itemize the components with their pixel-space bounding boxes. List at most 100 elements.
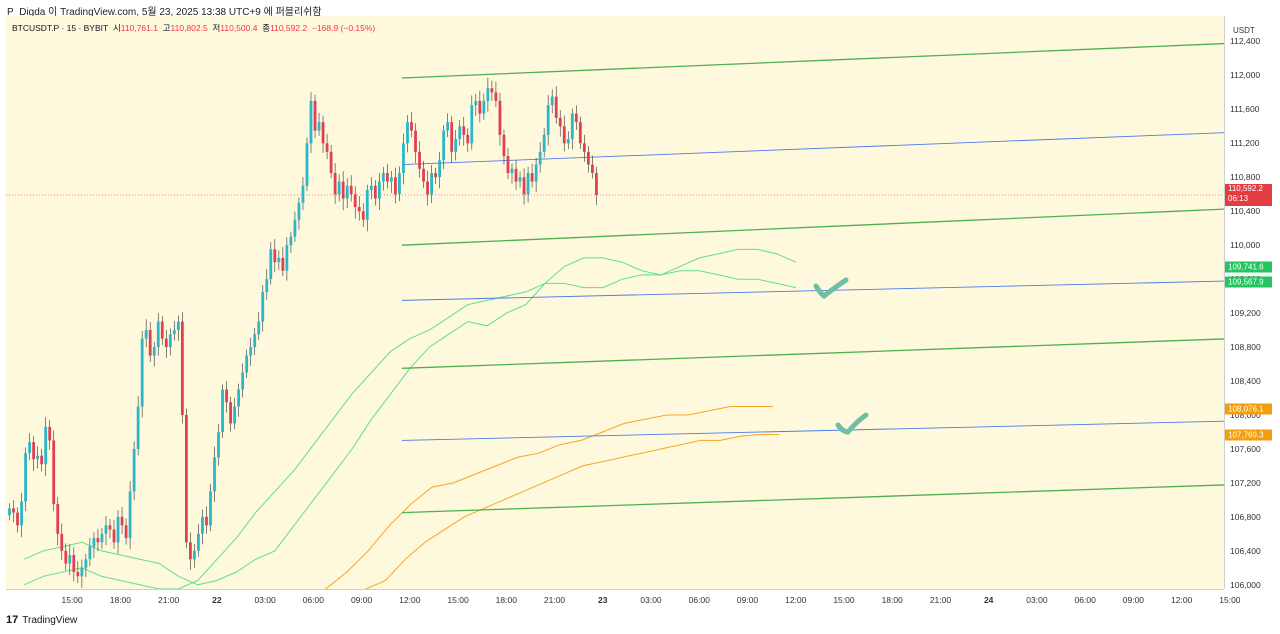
candle-down <box>48 426 52 441</box>
candle-up <box>28 442 31 454</box>
candle-down <box>52 440 56 505</box>
candle-up <box>136 406 140 449</box>
candle-up <box>546 105 550 135</box>
green-band-lower <box>23 270 797 589</box>
price-tick-label: 108,800 <box>1230 342 1261 353</box>
candle-up <box>369 185 373 191</box>
candle-up <box>116 516 120 543</box>
price-tick-label: 106,000 <box>1230 579 1261 590</box>
candle-down <box>422 168 425 182</box>
time-tick-label: 23 <box>598 595 608 605</box>
candle-up <box>176 321 180 331</box>
candle-up <box>237 389 241 407</box>
candle-down <box>450 122 454 152</box>
candle-down <box>530 173 534 182</box>
candle-up <box>257 321 261 335</box>
candle-up <box>317 122 321 131</box>
candle-up <box>217 431 220 458</box>
candle-up <box>534 164 538 182</box>
candle-up <box>309 100 313 144</box>
candle-down <box>160 321 164 339</box>
price-tick-label: 109,200 <box>1230 308 1261 319</box>
candle-down <box>205 516 208 526</box>
candle-down <box>394 177 397 195</box>
tradingview-logo-icon: 17 <box>6 614 19 626</box>
candle-up <box>446 122 450 131</box>
right-edge <box>1274 16 1280 609</box>
candle-up <box>88 546 92 560</box>
candle-up <box>337 181 341 195</box>
price-tick-label: 108,000 <box>1230 409 1261 420</box>
candle-up <box>193 550 196 560</box>
time-tick-label: 09:00 <box>350 595 373 605</box>
blue-line-1 <box>401 280 1224 301</box>
publish-header: P_Digda 이 TradingView.com, 5월 23, 2025 1… <box>0 0 1280 18</box>
candle-up <box>269 249 273 280</box>
candle-down <box>591 164 594 174</box>
checkmark-upper-icon <box>813 277 849 300</box>
price-tick-label: 112,000 <box>1230 70 1261 81</box>
candle-up <box>438 160 442 178</box>
time-tick-label: 06:00 <box>302 595 324 605</box>
green-channel-line-mid <box>401 208 1224 246</box>
price-tick-label: 107,600 <box>1230 443 1261 454</box>
tradingview-footer: 17 TradingView <box>6 614 206 628</box>
candle-down <box>16 512 19 526</box>
legend-symbol[interactable]: BTCUSDT.P · 15 · BYBIT <box>12 23 109 33</box>
currency-label[interactable]: USDT <box>1233 26 1255 35</box>
candle-up <box>132 448 136 492</box>
candle-up <box>510 168 514 174</box>
candle-down <box>498 100 502 135</box>
candle-up <box>44 426 48 465</box>
footer-brand: TradingView <box>22 615 78 626</box>
candle-up <box>156 321 160 348</box>
blue-line-0 <box>401 132 1224 166</box>
candle-down <box>321 122 325 144</box>
time-tick-label: 03:00 <box>640 595 662 605</box>
candle-up <box>172 330 176 335</box>
indicator-price-label: 107,769.3 <box>1225 429 1272 441</box>
candle-down <box>385 173 389 182</box>
time-tick-label: 15:00 <box>833 595 855 605</box>
price-axis[interactable]: USDT 106,000 106,400 106,800 107,200 107,600… <box>1224 16 1275 590</box>
candle-up <box>442 130 446 161</box>
time-tick-label: 12:00 <box>785 595 807 605</box>
candle-down <box>124 525 128 539</box>
price-tick-label: 112,400 <box>1230 36 1261 47</box>
green-channel-line-lower2 <box>401 484 1224 514</box>
candle-down <box>112 529 116 543</box>
candle-down <box>64 550 68 564</box>
chart-plot-area[interactable]: BTCUSDT.P · 15 · BYBIT 시110,761.1 고110,8… <box>6 16 1224 589</box>
time-tick-label: 15:00 <box>447 595 469 605</box>
candle-down <box>329 151 333 174</box>
candle-down <box>373 185 377 199</box>
candle-up <box>241 372 245 390</box>
legend-high-label: 고 <box>162 23 171 33</box>
candle-up <box>36 455 40 460</box>
candle-down <box>120 516 124 526</box>
legend-close: 110,592.2 <box>270 23 308 33</box>
candle-down <box>72 555 76 573</box>
candle-up <box>398 173 401 195</box>
candle-up <box>470 105 474 144</box>
candle-down <box>558 117 562 127</box>
time-tick-label: 21:00 <box>929 595 952 605</box>
candle-up <box>482 100 486 114</box>
candle-up <box>168 334 172 348</box>
candle-up <box>253 334 257 348</box>
candle-up <box>289 236 293 246</box>
time-tick-label: 15:00 <box>61 595 83 605</box>
checkmark-lower-icon <box>835 412 869 435</box>
legend-open-label: 시 <box>112 23 121 33</box>
candle-up <box>265 279 269 292</box>
candle-up <box>297 202 301 220</box>
candle-up <box>301 185 305 203</box>
candle-down <box>494 92 498 101</box>
time-axis[interactable]: 15:00 18:00 21:00 22 03:00 06:00 09:00 12:00 15:… <box>6 589 1241 610</box>
candle-down <box>361 211 365 220</box>
chart-svg[interactable] <box>6 16 1224 589</box>
orange-band-upper <box>325 406 773 589</box>
chart-legend: BTCUSDT.P · 15 · BYBIT 시110,761.1 고110,8… <box>12 22 375 34</box>
candle-down <box>40 455 44 465</box>
legend-high: 110,802.5 <box>170 23 208 33</box>
